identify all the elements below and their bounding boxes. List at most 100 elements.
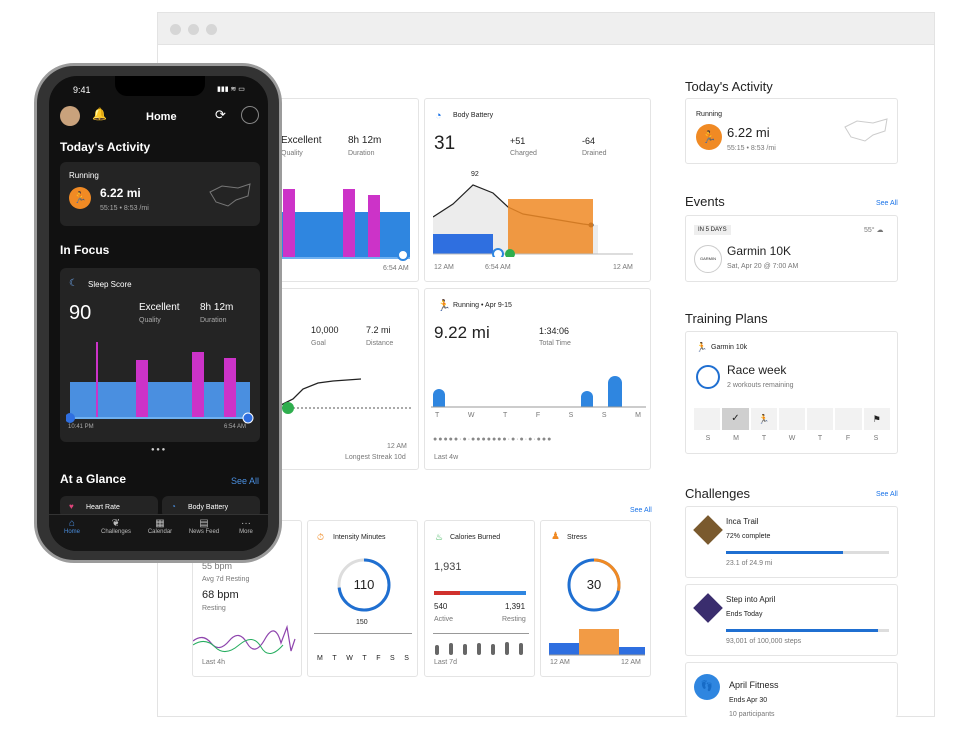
challenge-badge-icon	[693, 515, 723, 545]
training-card[interactable]: 🏃 Garmin 10k Race week 2 workouts remain…	[685, 331, 898, 454]
nav-news-feed[interactable]: ▤ News Feed	[182, 518, 226, 535]
calories-title: Calories Burned	[450, 534, 501, 541]
steps-chart	[273, 378, 411, 414]
nav-calendar-label: Calendar	[147, 529, 173, 535]
drained-value: -64	[582, 136, 596, 146]
running-weeks-dots: ●●●●●·●·●●●●●●●·●·●·●·●●●	[433, 436, 553, 443]
phone-sleep-quality-label: Quality	[139, 317, 161, 324]
check-icon[interactable]: ✓	[722, 408, 749, 430]
drained-label: Drained	[582, 150, 607, 157]
challenge-card[interactable]: 👣 April Fitness Ends Apr 30 10 participa…	[685, 662, 898, 718]
body-battery-card[interactable]: ◔ Body Battery 31 +51 Charged -64 Draine…	[424, 98, 651, 282]
body-battery-tile[interactable]: ◔ Body Battery	[162, 496, 260, 518]
sleep-quality-label: Quality	[281, 150, 303, 157]
activity-meta: 55:15 • 8:53 /mi	[727, 145, 776, 152]
battery-icon: ◔	[435, 110, 442, 122]
challenge-card[interactable]: Step into April Ends Today 93,001 of 100…	[685, 584, 898, 656]
challenges-see-all-link[interactable]: See All	[876, 491, 898, 498]
running-day-label: S	[568, 412, 574, 419]
battery-time-wake: 6:54 AM	[485, 264, 511, 271]
sleep-card[interactable]: Excellent Quality 8h 12m Duration 6:54 A…	[272, 98, 419, 282]
training-week: ✓ 🏃 ⚑	[694, 408, 890, 430]
intensity-day-label: M	[317, 655, 323, 662]
training-day-label: W	[788, 435, 796, 442]
phone-notch	[115, 76, 205, 96]
battery-time-start: 12 AM	[434, 264, 454, 271]
sleep-duration: 8h 12m	[348, 135, 382, 146]
laurel-icon: ❦	[111, 518, 121, 529]
heart-rate-tile[interactable]: ♥ Heart Rate	[60, 496, 158, 518]
events-see-all-link[interactable]: See All	[876, 200, 898, 207]
phone-see-all-link[interactable]: See All	[231, 476, 260, 486]
challenge-detail: 23.1 of 24.9 mi	[726, 560, 773, 567]
nav-home-label: Home	[63, 529, 80, 535]
at-a-glance-heading: At a Glance	[60, 472, 127, 486]
training-day-cell[interactable]	[694, 408, 721, 430]
stress-card[interactable]: ♟ Stress 30 12 AM 12 AM	[540, 520, 651, 677]
event-name: Garmin 10K	[727, 244, 792, 258]
intensity-title: Intensity Minutes	[333, 534, 386, 541]
intensity-baseline	[314, 633, 412, 634]
intensity-card[interactable]: ⏱ Intensity Minutes 110 150 M T W T F S …	[307, 520, 418, 677]
window-maximize-dot[interactable]	[206, 24, 217, 35]
intensity-day-label: W	[346, 655, 353, 662]
phone-activity-meta: 55:15 • 8:53 /mi	[100, 205, 149, 212]
phone-activity-distance: 6.22 mi	[100, 186, 141, 200]
training-day-cell[interactable]	[778, 408, 806, 430]
running-icon: 🏃	[696, 342, 708, 352]
carousel-dots[interactable]: ● ● ●	[151, 447, 166, 453]
watch-icon[interactable]	[241, 106, 259, 124]
training-day-label: T	[817, 435, 823, 442]
training-sub: 2 workouts remaining	[727, 382, 794, 389]
running-days: T W T F S S M	[435, 412, 641, 419]
challenge-progress	[726, 629, 889, 632]
nav-news-feed-label: News Feed	[188, 529, 220, 535]
training-day-cell[interactable]	[835, 408, 862, 430]
event-card[interactable]: IN 5 DAYS 55° ☁ GARMIN Garmin 10K Sat, A…	[685, 215, 898, 282]
intensity-days: M T W T F S S	[317, 655, 409, 662]
calories-active: 540	[434, 602, 448, 611]
heart-chart	[193, 624, 296, 654]
challenge-badge-icon	[693, 593, 723, 623]
training-day-label: S	[705, 435, 711, 442]
phone-todays-activity-heading: Today's Activity	[60, 140, 151, 154]
phone-activity-type: Running	[69, 171, 99, 180]
events-heading: Events	[685, 194, 725, 209]
steps-streak: Longest Streak 10d	[345, 454, 406, 461]
training-day-cell[interactable]	[807, 408, 834, 430]
bell-icon[interactable]: 🔔	[92, 107, 107, 121]
flag-icon[interactable]: ⚑	[863, 408, 890, 430]
sync-icon[interactable]: ⟳	[215, 107, 226, 122]
stress-ring	[567, 558, 621, 612]
sleep-score-card[interactable]: ☾ Sleep Score 90 Excellent Quality 8h 12…	[60, 268, 260, 442]
todays-activity-heading: Today's Activity	[685, 79, 773, 94]
challenge-status: 72% complete	[726, 533, 771, 540]
todays-activity-card[interactable]: Running 🏃 6.22 mi 55:15 • 8:53 /mi	[685, 98, 898, 164]
nav-calendar[interactable]: ▦ Calendar	[140, 518, 180, 535]
running-card[interactable]: 🏃 Running • Apr 9-15 9.22 mi 1:34:06 Tot…	[424, 288, 651, 470]
browser-titlebar	[158, 13, 934, 45]
running-time: 1:34:06	[539, 326, 570, 336]
calories-card[interactable]: ♨ Calories Burned 1,931 540 Active 1,391…	[424, 520, 535, 677]
intensity-ring	[337, 558, 391, 612]
phone-activity-card[interactable]: Running 🏃 6.22 mi 55:15 • 8:53 /mi	[60, 162, 260, 226]
phone-sleep-chart	[66, 342, 254, 424]
glance-see-all-link[interactable]: See All	[630, 507, 652, 514]
steps-card[interactable]: 10,000 Goal 7.2 mi Distance 12 AM Longes…	[272, 288, 419, 470]
nav-more[interactable]: ··· More	[229, 518, 263, 535]
activity-type: Running	[696, 111, 723, 118]
calories-baseline	[433, 633, 529, 634]
nav-home[interactable]: ⌂ Home	[54, 518, 90, 535]
running-distance: 9.22 mi	[434, 323, 490, 342]
nav-challenges-label: Challenges	[100, 529, 132, 535]
flame-icon: ♨	[435, 532, 444, 542]
window-minimize-dot[interactable]	[188, 24, 199, 35]
running-icon[interactable]: 🏃	[750, 408, 777, 430]
challenge-card[interactable]: Inca Trail 72% complete 23.1 of 24.9 mi	[685, 506, 898, 578]
window-close-dot[interactable]	[170, 24, 181, 35]
nav-challenges[interactable]: ❦ Challenges	[94, 518, 138, 535]
training-day-label: S	[873, 435, 879, 442]
avatar[interactable]	[60, 106, 80, 126]
running-icon: 🏃	[69, 187, 91, 209]
status-time: 9:41	[73, 85, 91, 95]
